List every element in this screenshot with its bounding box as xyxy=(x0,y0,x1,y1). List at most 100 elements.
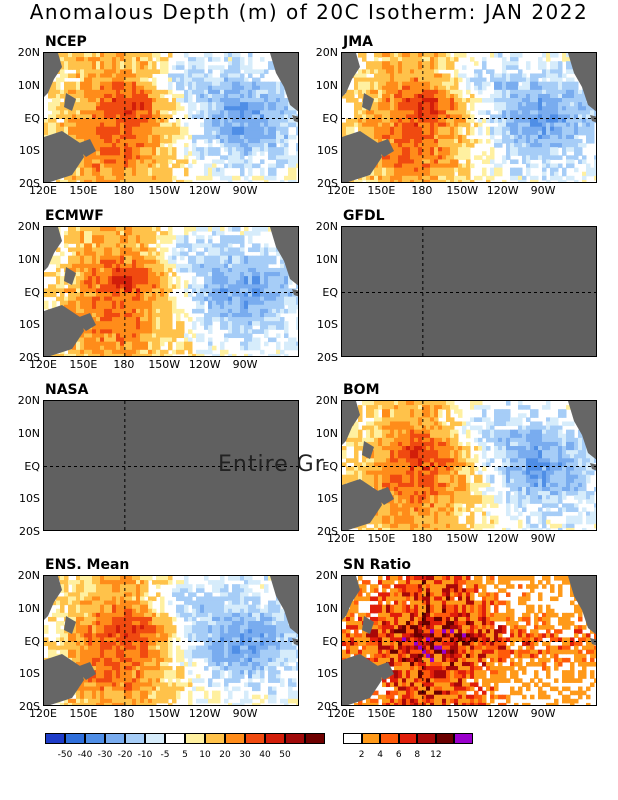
field-cell xyxy=(128,122,133,128)
field-cell xyxy=(224,239,229,244)
field-cell xyxy=(172,329,177,334)
field-cell xyxy=(578,110,583,115)
field-cell xyxy=(188,284,193,289)
land-mass xyxy=(362,93,374,111)
field-cell xyxy=(232,288,237,293)
field-cell xyxy=(124,263,129,269)
field-cell xyxy=(510,73,515,79)
field-cell xyxy=(220,143,225,148)
map-plot xyxy=(341,52,597,183)
field-cell xyxy=(268,102,273,107)
field-cell xyxy=(522,147,527,152)
field-cell xyxy=(366,110,371,115)
field-cell xyxy=(438,110,443,115)
field-cell xyxy=(88,288,93,293)
field-cell xyxy=(80,130,85,136)
field-cell xyxy=(518,89,523,95)
field-cell xyxy=(358,110,363,115)
field-cell xyxy=(346,126,351,132)
field-cell xyxy=(120,93,125,99)
field-cell xyxy=(526,134,531,140)
field-cell xyxy=(442,134,447,140)
field-cell xyxy=(80,93,85,99)
field-cell xyxy=(140,143,145,148)
field-cell xyxy=(152,272,157,277)
field-cell xyxy=(120,163,125,169)
field-cell xyxy=(132,341,137,347)
field-cell xyxy=(288,341,293,347)
field-cell xyxy=(80,288,85,293)
field-cell xyxy=(124,93,129,99)
field-cell xyxy=(144,349,149,355)
field-cell xyxy=(374,69,379,74)
field-cell xyxy=(422,98,427,103)
field-cell xyxy=(92,65,97,70)
map-plot xyxy=(43,52,299,183)
field-cell xyxy=(188,134,193,140)
field-cell xyxy=(208,134,213,140)
field-cell xyxy=(176,130,181,136)
field-cell xyxy=(236,163,241,169)
field-cell xyxy=(566,163,571,169)
field-cell xyxy=(84,267,89,273)
field-cell xyxy=(172,130,177,136)
field-cell xyxy=(68,288,73,293)
field-cell xyxy=(280,292,285,298)
field-cell xyxy=(100,69,105,74)
field-cell xyxy=(72,102,77,107)
field-cell xyxy=(120,85,125,91)
field-cell xyxy=(100,280,105,285)
field-cell xyxy=(354,77,359,83)
field-cell xyxy=(268,304,273,310)
field-cell xyxy=(542,53,547,58)
field-cell xyxy=(132,345,137,351)
field-cell xyxy=(100,110,105,115)
field-cell xyxy=(260,57,265,62)
field-cell xyxy=(442,73,447,79)
field-cell xyxy=(454,85,459,91)
field-cell xyxy=(116,239,121,244)
field-cell xyxy=(518,93,523,99)
field-cell xyxy=(248,151,253,156)
field-cell xyxy=(454,53,459,58)
field-cell xyxy=(140,138,145,144)
field-cell xyxy=(490,159,495,165)
field-cell xyxy=(64,118,69,124)
field-cell xyxy=(168,81,173,87)
field-cell xyxy=(48,93,53,99)
field-cell xyxy=(212,267,217,273)
field-cell xyxy=(398,155,403,160)
field-cell xyxy=(482,57,487,62)
field-cell xyxy=(264,308,269,314)
field-cell xyxy=(184,267,189,273)
field-cell xyxy=(204,93,209,99)
field-cell xyxy=(434,81,439,87)
field-cell xyxy=(542,151,547,156)
field-cell xyxy=(418,138,423,144)
field-cell xyxy=(68,300,73,306)
field-cell xyxy=(394,155,399,160)
field-cell xyxy=(402,138,407,144)
field-cell xyxy=(386,163,391,169)
field-cell xyxy=(406,102,411,107)
field-cell xyxy=(402,102,407,107)
field-cell xyxy=(434,77,439,83)
field-cell xyxy=(132,118,137,124)
field-cell xyxy=(374,167,379,173)
field-cell xyxy=(450,98,455,103)
field-cell xyxy=(550,102,555,107)
field-cell xyxy=(144,337,149,343)
field-cell xyxy=(418,57,423,62)
field-cell xyxy=(104,345,109,351)
field-cell xyxy=(458,167,463,173)
field-cell xyxy=(92,345,97,351)
field-cell xyxy=(264,321,269,326)
field-cell xyxy=(172,263,177,269)
field-cell xyxy=(276,81,281,87)
field-cell xyxy=(164,312,169,318)
field-cell xyxy=(292,341,297,347)
field-cell xyxy=(216,57,221,62)
field-cell xyxy=(264,102,269,107)
field-cell xyxy=(494,85,499,91)
field-cell xyxy=(196,272,201,277)
